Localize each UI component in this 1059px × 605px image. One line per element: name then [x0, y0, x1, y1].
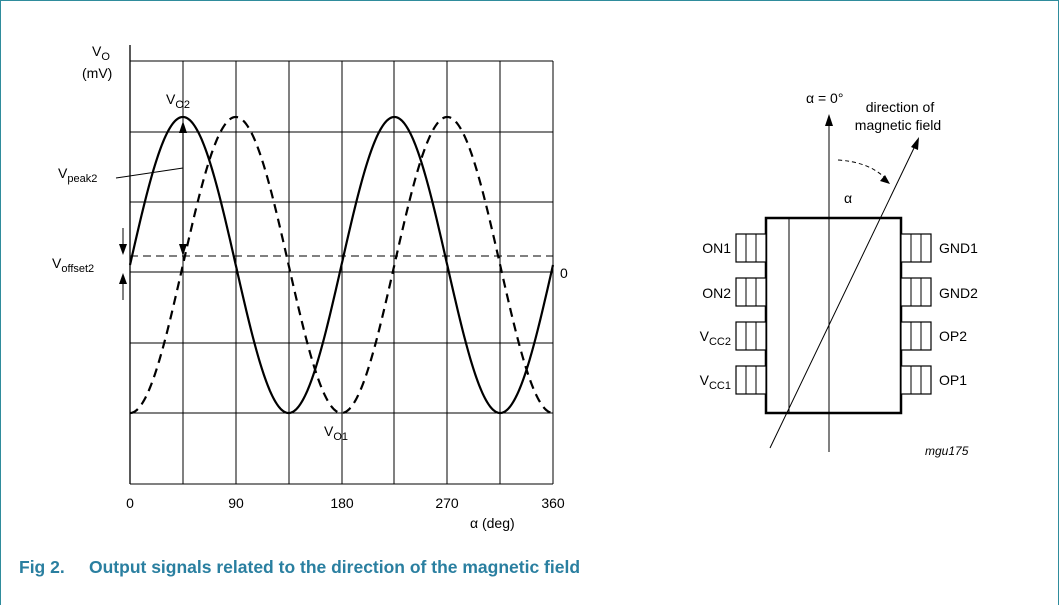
zero-label: 0	[560, 265, 568, 281]
pin-right	[900, 277, 932, 307]
field-direction-arrow-head	[911, 137, 919, 150]
x-axis-label: α (deg)	[470, 515, 515, 531]
pin-label-right: GND1	[939, 240, 978, 256]
pin-left	[735, 321, 767, 351]
pin-right	[900, 365, 932, 395]
vo2-label: VO2	[166, 91, 190, 111]
figure-caption: Fig 2. Output signals related to the dire…	[19, 557, 580, 578]
pin-label-left: ON2	[702, 285, 731, 301]
pin-left	[735, 277, 767, 307]
graph-grid	[129, 45, 554, 485]
chip-body	[764, 216, 903, 415]
angle-arc	[837, 159, 885, 178]
graph: VO (mV) VO2 Vpeak2 Voffset2 0 VO1 0 90 1…	[52, 43, 568, 531]
y-axis-label: VO	[92, 43, 110, 63]
peak-arrow-up-head	[179, 121, 187, 133]
field-label-line1: direction of	[866, 99, 935, 115]
x-tick-label: 90	[228, 495, 244, 511]
field-label-line2: magnetic field	[855, 117, 941, 133]
pin-left	[735, 233, 767, 263]
offset-arrow-top-head	[119, 244, 127, 255]
vpeak2-label: Vpeak2	[58, 165, 97, 185]
pin-right	[900, 321, 932, 351]
field-direction-line	[769, 147, 915, 449]
angle-arc-head	[880, 175, 890, 184]
caption-text: Output signals related to the direction …	[89, 557, 581, 577]
x-tick-label: 0	[126, 495, 134, 511]
peak-arrow-down-head	[179, 244, 187, 256]
pin-label-left: VCC2	[700, 328, 731, 348]
figure-ref-code: mgu175	[925, 444, 969, 458]
alpha-angle-label: α	[844, 190, 852, 206]
caption-number: Fig 2.	[19, 557, 65, 577]
offset-arrow-bottom-head	[119, 273, 127, 284]
x-tick-label: 360	[541, 495, 565, 511]
series-vo2-line	[128, 115, 555, 415]
pin-right	[900, 233, 932, 263]
pin-label-left: ON1	[702, 240, 731, 256]
vpeak2-leader	[115, 167, 184, 179]
pin-label-left: VCC1	[700, 372, 731, 392]
pin-label-right: OP2	[939, 328, 967, 344]
pin-label-right: OP1	[939, 372, 967, 388]
x-tick-label: 180	[330, 495, 354, 511]
voffset2-label: Voffset2	[52, 255, 94, 275]
alpha-zero-arrow-head	[825, 114, 833, 126]
pin-label-right: GND2	[939, 285, 978, 301]
chip-pins	[735, 233, 932, 395]
x-tick-label: 270	[435, 495, 459, 511]
pin-left	[735, 365, 767, 395]
alpha-zero-label: α = 0°	[806, 90, 843, 106]
sensor-diagram: α = 0° direction of magnetic field α ON1…	[700, 90, 978, 458]
vo1-label: VO1	[324, 423, 348, 443]
y-axis-unit: (mV)	[82, 65, 112, 81]
